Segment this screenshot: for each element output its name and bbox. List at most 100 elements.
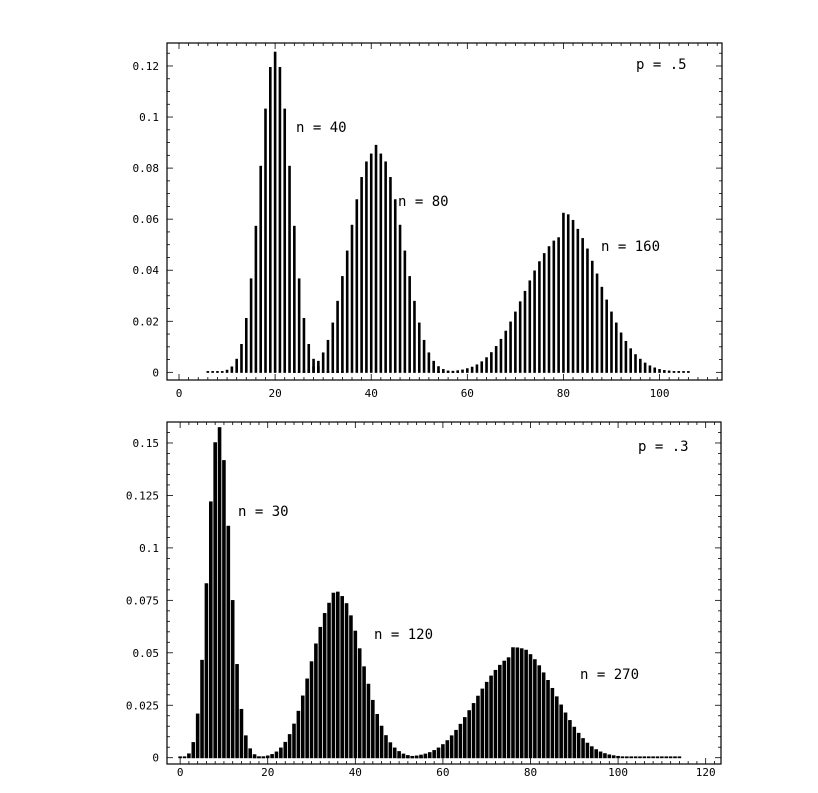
bar — [677, 371, 681, 373]
bar — [655, 756, 660, 759]
bar — [406, 756, 410, 759]
bar — [610, 311, 613, 373]
bar — [566, 214, 570, 373]
bar — [283, 741, 288, 759]
bar — [261, 756, 266, 759]
bar — [595, 273, 599, 373]
x-tick-label: 60 — [461, 387, 474, 400]
bar — [499, 338, 503, 373]
y-tick-label: 0.1 — [139, 542, 159, 555]
bar — [533, 659, 537, 759]
bar — [480, 688, 485, 759]
series-label-n160: n = 160 — [601, 239, 660, 255]
bar — [590, 260, 594, 373]
bar — [624, 340, 628, 373]
bar — [265, 755, 270, 759]
bar — [519, 648, 524, 759]
bar — [349, 615, 353, 759]
bar — [648, 365, 652, 373]
bar — [178, 756, 182, 759]
bar — [638, 756, 642, 759]
bar — [353, 630, 358, 759]
bar — [458, 723, 463, 759]
bar — [445, 740, 450, 759]
bar — [506, 657, 511, 759]
bar — [504, 330, 508, 373]
bar — [379, 153, 383, 373]
bar — [633, 756, 638, 759]
x-tick-label: 80 — [524, 766, 537, 779]
bar — [345, 250, 349, 373]
bar — [317, 360, 320, 373]
bar — [446, 371, 450, 373]
bar — [480, 361, 484, 373]
tick-marks — [167, 421, 721, 764]
bar — [436, 747, 441, 759]
bar — [322, 613, 327, 759]
bar — [603, 753, 607, 759]
bar — [687, 371, 690, 373]
series-n40 — [206, 51, 344, 373]
bar — [362, 666, 366, 759]
bar — [350, 224, 354, 373]
bar — [663, 370, 666, 373]
bar — [297, 371, 301, 373]
bar — [437, 371, 440, 373]
bar — [542, 253, 546, 373]
tick-marks — [167, 43, 722, 380]
bar — [677, 756, 682, 759]
bar — [235, 664, 239, 759]
bar — [518, 301, 522, 373]
bar — [441, 744, 445, 759]
series-label-n30: n = 30 — [238, 504, 289, 520]
bar — [490, 352, 493, 373]
bar — [297, 278, 301, 373]
plot-frame — [166, 421, 722, 765]
bar — [629, 348, 633, 373]
bar — [475, 364, 479, 373]
bar — [432, 360, 435, 373]
bar — [414, 755, 419, 759]
x-tick-label: 0 — [177, 766, 184, 779]
bar — [230, 600, 235, 759]
bar — [257, 756, 261, 759]
bar — [187, 753, 191, 759]
bar — [524, 649, 528, 759]
bar — [562, 212, 565, 373]
bar — [309, 661, 314, 759]
bar — [485, 357, 488, 373]
bar — [547, 246, 551, 373]
series-label-n120: n = 120 — [374, 627, 433, 643]
x-tick-label: 120 — [696, 766, 716, 779]
bar — [389, 177, 392, 373]
bar — [667, 370, 671, 373]
bar — [537, 665, 542, 759]
bar — [213, 442, 217, 759]
bar — [211, 371, 214, 373]
x-tick-label: 0 — [176, 387, 183, 400]
y-tick-label: 0.125 — [126, 489, 159, 502]
bar — [393, 199, 397, 373]
bar — [514, 311, 517, 373]
bar — [611, 755, 616, 759]
bar — [244, 735, 248, 759]
bar — [344, 603, 349, 759]
bar — [220, 371, 224, 373]
bar — [620, 756, 625, 759]
bar — [461, 369, 464, 373]
bar — [360, 177, 363, 373]
y-tick-label: 0 — [152, 366, 159, 379]
y-tick-label: 0.025 — [126, 699, 159, 712]
bar — [423, 753, 428, 759]
series-label-n80: n = 80 — [398, 194, 449, 210]
bar — [639, 358, 642, 373]
bar — [366, 683, 371, 759]
bar — [493, 669, 498, 759]
bar — [646, 756, 651, 759]
y-tick-label: 0.15 — [133, 437, 160, 450]
bar — [240, 344, 243, 373]
bar — [494, 346, 498, 373]
bar — [634, 354, 637, 373]
series-label-n40: n = 40 — [296, 120, 347, 136]
bar — [523, 290, 527, 373]
